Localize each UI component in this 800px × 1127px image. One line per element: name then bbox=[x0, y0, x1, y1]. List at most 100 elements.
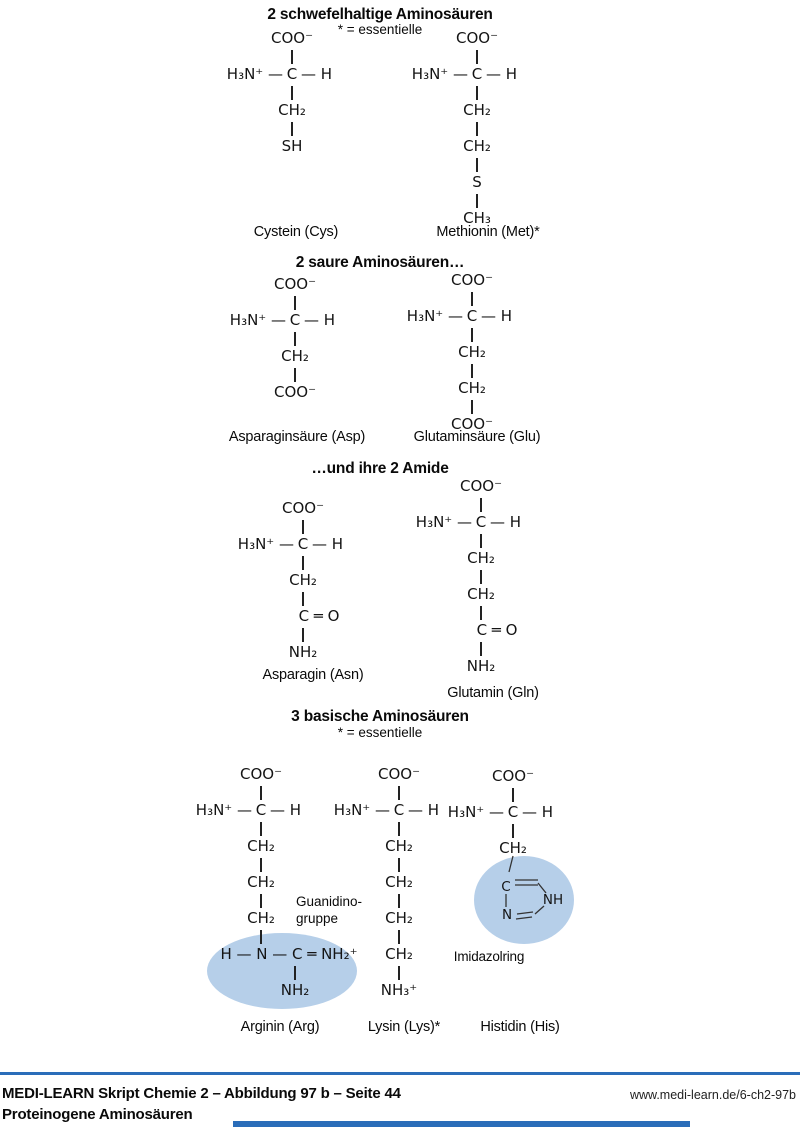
molecule-name-glutamin: Glutamin (Gln) bbox=[447, 685, 539, 701]
guanidino-group-label: Guanidino- gruppe bbox=[296, 893, 362, 927]
side-chain: CH₂ CH₂ COO⁻ bbox=[392, 327, 552, 434]
formula-atom: C ═ O bbox=[298, 607, 340, 625]
bond-vertical bbox=[291, 85, 293, 100]
molecule-name-glutaminsaeure: Glutaminsäure (Glu) bbox=[413, 429, 541, 445]
ammonium-group: H₃N⁺ — bbox=[406, 307, 463, 325]
section-subtitle-essential: * = essentielle bbox=[337, 22, 423, 37]
bond-vertical bbox=[480, 605, 482, 620]
alpha-carbon-row: H₃N⁺ — C — H bbox=[223, 536, 383, 553]
bond-vertical bbox=[398, 965, 400, 980]
formula-atom: CH₂ bbox=[385, 873, 413, 891]
bond-vertical bbox=[260, 893, 262, 908]
formula-atom: SH bbox=[281, 137, 303, 155]
carboxyl-group: COO⁻ bbox=[281, 499, 324, 517]
ammonium-group: H₃N⁺ — bbox=[333, 801, 390, 819]
molecule-lysin: COO⁻ H₃N⁺ — C — H CH₂ CH₂ CH₂ CH₂ NH₃⁺ bbox=[319, 766, 479, 999]
bond-vertical bbox=[476, 157, 478, 172]
bond-vertical bbox=[294, 367, 296, 382]
bond-vertical bbox=[476, 49, 478, 64]
carboxyl-group: COO⁻ bbox=[239, 765, 282, 783]
bond-vertical bbox=[512, 823, 514, 838]
ring-atom-n: N bbox=[502, 907, 512, 923]
formula-atom: CH₂ bbox=[385, 909, 413, 927]
molecule-name-methionin: Methionin (Met)* bbox=[436, 224, 540, 240]
molecule-histidin: COO⁻ H₃N⁺ — C — H CH₂ bbox=[433, 768, 593, 857]
molecule-asparagin: COO⁻ H₃N⁺ — C — H CH₂ C ═ O NH₂ bbox=[223, 500, 383, 661]
alpha-carbon-row: H₃N⁺ — C — H bbox=[401, 514, 561, 531]
carboxyl-group: COO⁻ bbox=[491, 767, 534, 785]
carboxyl-group: COO⁻ bbox=[270, 29, 313, 47]
section-title-basic: 3 basische Aminosäuren bbox=[291, 708, 469, 725]
bond-vertical bbox=[476, 193, 478, 208]
alpha-carbon-row: H₃N⁺ — C — H bbox=[319, 802, 479, 819]
ammonium-group: H₃N⁺ — bbox=[229, 311, 286, 329]
alpha-hydrogen: — H bbox=[408, 801, 440, 819]
alpha-carbon-row: H₃N⁺ — C — H bbox=[181, 802, 341, 819]
formula-atom: CH₂ bbox=[289, 571, 317, 589]
side-chain: CH₂ COO⁻ bbox=[215, 331, 375, 402]
formula-atom: NH₃⁺ bbox=[380, 981, 418, 999]
alpha-carbon: C bbox=[507, 803, 519, 821]
bond-vertical bbox=[294, 295, 296, 310]
formula-atom: COO⁻ bbox=[273, 383, 316, 401]
bond-vertical bbox=[398, 821, 400, 836]
bond-vertical bbox=[471, 399, 473, 414]
alpha-carbon-row: H₃N⁺ — C — H bbox=[433, 804, 593, 821]
alpha-carbon-row: H₃N⁺ — C — H bbox=[397, 66, 557, 83]
bond-vertical bbox=[476, 121, 478, 136]
bond-vertical bbox=[480, 641, 482, 656]
bond-vertical bbox=[471, 327, 473, 342]
molecule-name-lysin: Lysin (Lys)* bbox=[367, 1019, 441, 1035]
bond-vertical bbox=[260, 821, 262, 836]
molecule-name-arginin: Arginin (Arg) bbox=[240, 1019, 320, 1035]
alpha-hydrogen: — H bbox=[486, 65, 518, 83]
section-title-amides: …und ihre 2 Amide bbox=[311, 460, 449, 477]
guanidino-amine: NH₂ bbox=[280, 981, 310, 999]
bond-vertical bbox=[480, 497, 482, 512]
molecule-cystein: COO⁻ H₃N⁺ — C — H CH₂ SH bbox=[212, 30, 372, 155]
alpha-hydrogen: — H bbox=[304, 311, 336, 329]
imidazole-highlight-ellipse bbox=[474, 856, 574, 944]
alpha-carbon: C bbox=[475, 513, 487, 531]
formula-atom: C ═ O bbox=[476, 621, 518, 639]
alpha-carbon-row: H₃N⁺ — C — H bbox=[212, 66, 372, 83]
formula-atom: CH₂ bbox=[463, 101, 491, 119]
side-chain: CH₂ CH₂ S CH₃ bbox=[397, 85, 557, 228]
alpha-hydrogen: — H bbox=[301, 65, 333, 83]
bond-vertical bbox=[480, 569, 482, 584]
guanidino-label-line2: gruppe bbox=[296, 911, 339, 926]
alpha-hydrogen: — H bbox=[481, 307, 513, 325]
ring-atom-c: C bbox=[501, 879, 510, 895]
footer-source-line: MEDI-LEARN Skript Chemie 2 – Abbildung 9… bbox=[2, 1085, 401, 1102]
molecule-name-histidin: Histidin (His) bbox=[480, 1019, 560, 1035]
formula-atom: CH₂ bbox=[499, 839, 527, 857]
molecule-name-asparagin: Asparagin (Asn) bbox=[262, 667, 364, 683]
section-title-acidic: 2 saure Aminosäuren… bbox=[295, 254, 465, 271]
formula-atom: CH₂ bbox=[247, 837, 275, 855]
imidazole-ring-label: Imidazolring bbox=[453, 949, 525, 964]
bond-vertical bbox=[260, 857, 262, 872]
formula-atom: CH₂ bbox=[458, 343, 486, 361]
molecule-arginin: COO⁻ H₃N⁺ — C — H CH₂ CH₂ CH₂ H — N — C ═ … bbox=[181, 765, 358, 999]
bond-vertical bbox=[398, 785, 400, 800]
ammonium-group: H₃N⁺ — bbox=[447, 803, 504, 821]
formula-atom: CH₂ bbox=[247, 909, 275, 927]
ammonium-group: H₃N⁺ — bbox=[411, 65, 468, 83]
formula-atom: CH₂ bbox=[247, 873, 275, 891]
ammonium-group: H₃N⁺ — bbox=[237, 535, 294, 553]
bond-vertical bbox=[471, 363, 473, 378]
ring-bond-corner bbox=[537, 882, 547, 894]
ammonium-group: H₃N⁺ — bbox=[226, 65, 283, 83]
formula-atom: CH₃ bbox=[463, 209, 491, 227]
alpha-carbon: C bbox=[289, 311, 301, 329]
alpha-carbon: C bbox=[393, 801, 405, 819]
alpha-carbon-row: H₃N⁺ — C — H bbox=[215, 312, 375, 329]
ring-double-bond-bottom-2 bbox=[515, 916, 533, 920]
guanidino-highlight-ellipse bbox=[207, 933, 357, 1009]
footer-bottom-bar bbox=[233, 1121, 690, 1127]
side-chain: CH₂ C ═ O NH₂ bbox=[223, 555, 383, 662]
formula-atom: CH₂ bbox=[467, 549, 495, 567]
bond-vertical bbox=[294, 965, 296, 980]
alpha-hydrogen: — H bbox=[270, 801, 302, 819]
